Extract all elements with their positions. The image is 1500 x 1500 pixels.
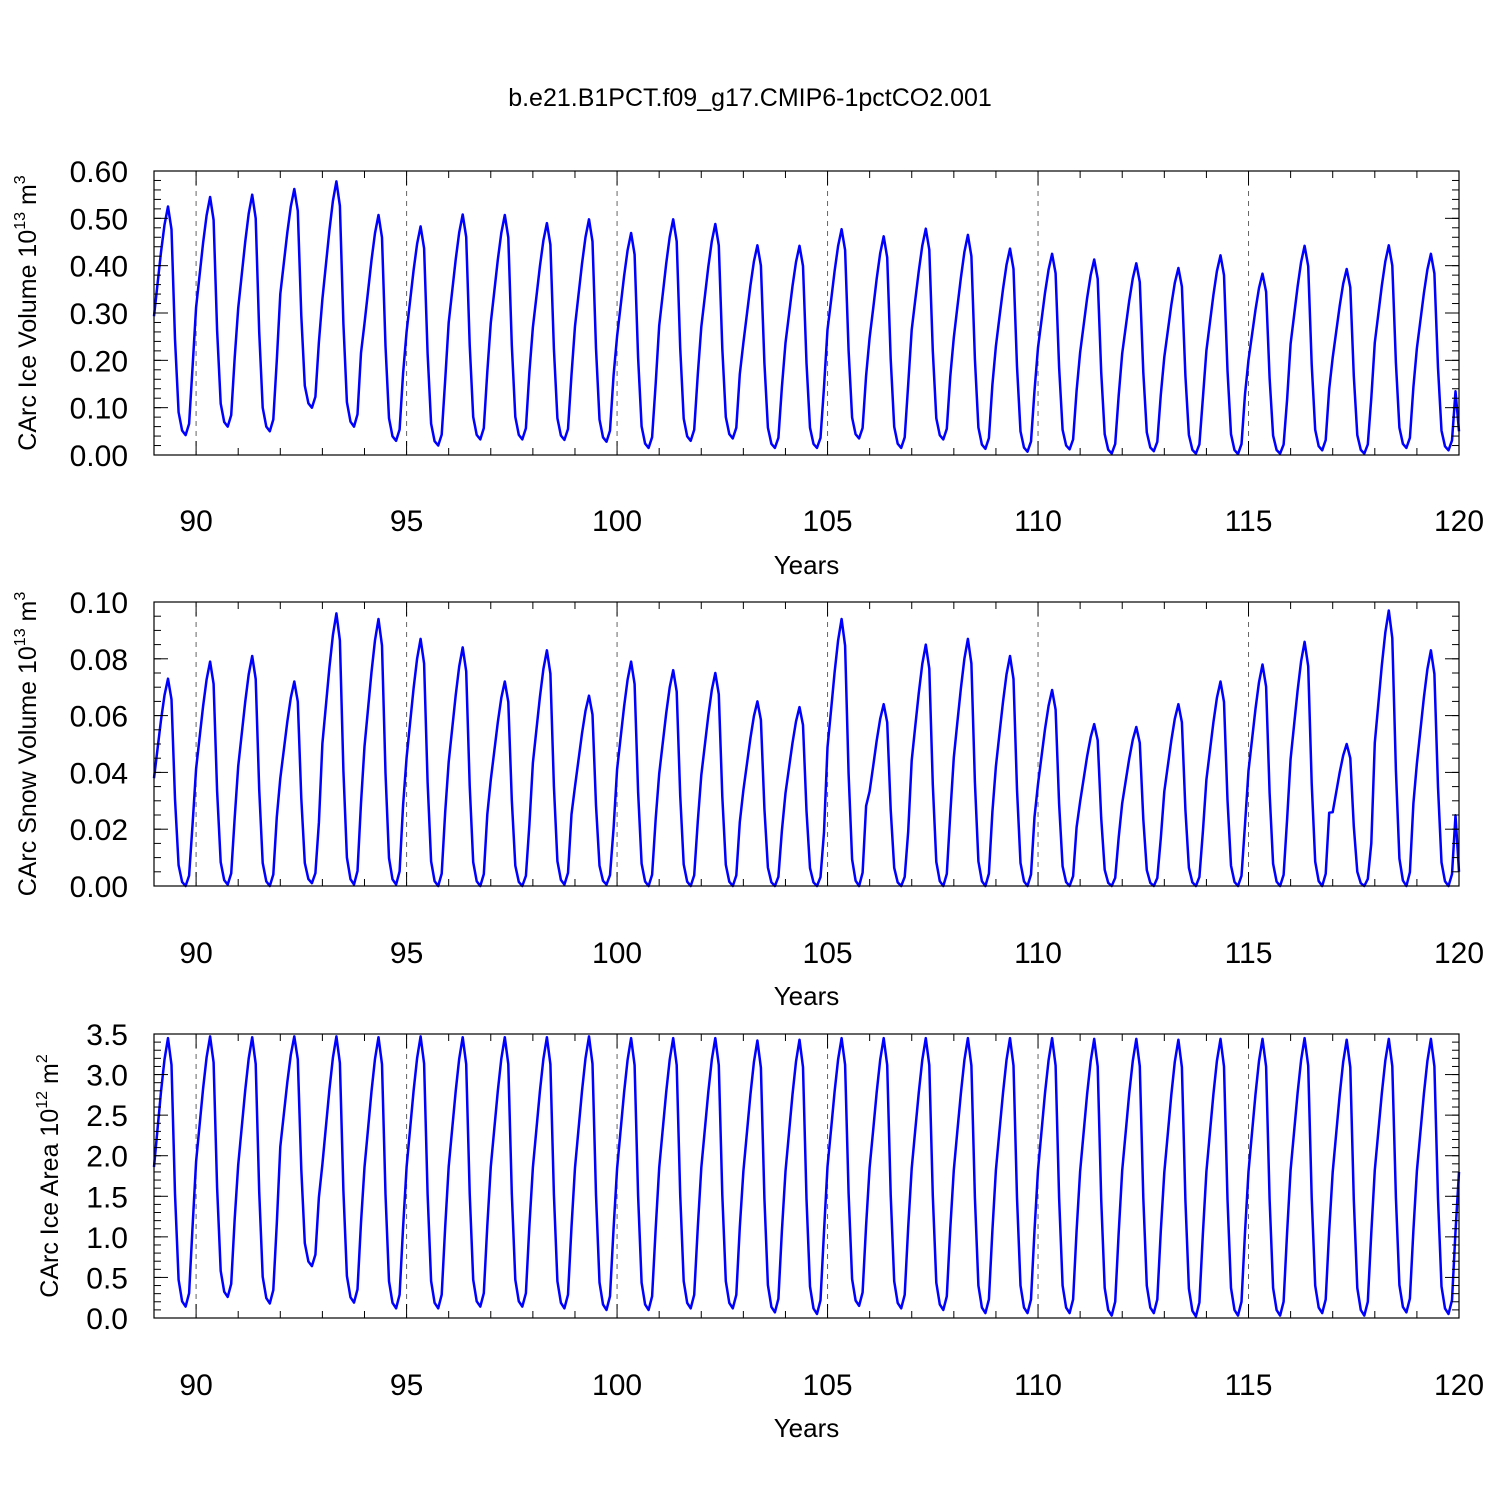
y-tick-label: 3.0 xyxy=(86,1060,128,1093)
y-tick-label: 0.60 xyxy=(70,156,128,189)
plot-frame xyxy=(153,1033,1460,1319)
x-tick-label: 100 xyxy=(592,1369,642,1402)
x-tick-label: 90 xyxy=(179,1369,212,1402)
y-tick-label: 0.5 xyxy=(86,1262,128,1295)
y-tick-label: 1.5 xyxy=(86,1181,128,1214)
ice-volume-panel: 0.00 0.10 0.20 0.30 0.40 0.50 0.60 90 95 100 105 11… xyxy=(12,156,1484,580)
y-axis-title-main: CArc Ice Area 10 xyxy=(36,1109,64,1298)
x-tick-label: 90 xyxy=(179,937,212,970)
y-axis-title-unit-exponent: 2 xyxy=(34,1054,51,1063)
y-axis-title: CArc Ice Volume 1013 m3 xyxy=(12,175,42,451)
y-tick-label: 0.06 xyxy=(70,701,128,734)
y-tick-label: 0.30 xyxy=(70,298,128,331)
x-tick-label: 120 xyxy=(1434,937,1484,970)
x-tick-label: 95 xyxy=(390,1369,423,1402)
x-tick-label: 100 xyxy=(592,937,642,970)
y-axis-title-unit-exponent: 3 xyxy=(12,175,29,184)
y-tick-label: 0.10 xyxy=(70,587,128,620)
snow-volume-panel: 0.00 0.02 0.04 0.06 0.08 0.10 90 95 100 105 110 115… xyxy=(12,587,1484,1011)
x-tick-label: 120 xyxy=(1434,1369,1484,1402)
y-axis-title-exponent: 12 xyxy=(34,1091,51,1109)
x-tick-label: 115 xyxy=(1225,505,1273,538)
x-tick-label: 105 xyxy=(803,505,853,538)
y-axis-title-unit: m xyxy=(14,184,42,212)
y-tick-label: 0.00 xyxy=(70,440,128,473)
y-axis-title: CArc Snow Volume 1013 m3 xyxy=(12,592,42,897)
y-tick-label: 0.40 xyxy=(70,251,128,284)
x-axis-title: Years xyxy=(774,1413,840,1443)
x-axis-title: Years xyxy=(774,981,840,1011)
x-tick-label: 110 xyxy=(1014,937,1062,970)
y-tick-label: 0.10 xyxy=(70,393,128,426)
series-line xyxy=(152,180,1461,456)
x-tick-label: 110 xyxy=(1014,1369,1062,1402)
x-tick-label: 105 xyxy=(803,937,853,970)
x-tick-label: 120 xyxy=(1434,505,1484,538)
y-axis-title-exponent: 13 xyxy=(12,212,29,230)
y-tick-label: 0.04 xyxy=(70,757,128,790)
x-tick-label: 115 xyxy=(1225,1369,1273,1402)
x-tick-label: 95 xyxy=(390,937,423,970)
y-axis-title-main: CArc Ice Volume 10 xyxy=(14,230,42,451)
y-tick-label: 0.02 xyxy=(70,814,128,847)
x-tick-label: 90 xyxy=(179,505,212,538)
y-tick-label: 2.5 xyxy=(86,1100,128,1133)
y-axis-title-main: CArc Snow Volume 10 xyxy=(14,646,42,896)
y-tick-label: 0.00 xyxy=(70,871,128,904)
figure-title: b.e21.B1PCT.f09_g17.CMIP6-1pctCO2.001 xyxy=(508,84,992,112)
x-tick-label: 110 xyxy=(1014,505,1062,538)
y-tick-label: 3.5 xyxy=(86,1019,128,1052)
series-line xyxy=(152,1035,1461,1318)
y-tick-label: 1.0 xyxy=(86,1222,128,1255)
y-tick-label: 2.0 xyxy=(86,1141,128,1174)
plot-frame xyxy=(153,601,1460,887)
x-tick-label: 95 xyxy=(390,505,423,538)
y-tick-label: 0.08 xyxy=(70,644,128,677)
ice-area-panel: 0.0 0.5 1.0 1.5 2.0 2.5 3.0 3.5 90 95 100 105 110 115… xyxy=(34,1019,1484,1443)
x-tick-label: 105 xyxy=(803,1369,853,1402)
y-axis-title-unit-exponent: 3 xyxy=(12,592,29,601)
x-tick-label: 100 xyxy=(592,505,642,538)
y-axis-title-unit: m xyxy=(14,601,42,629)
x-axis-title: Years xyxy=(774,550,840,580)
y-tick-label: 0.50 xyxy=(70,203,128,236)
y-axis-title: CArc Ice Area 1012 m2 xyxy=(34,1054,64,1298)
x-tick-label: 115 xyxy=(1225,937,1273,970)
series-line xyxy=(152,609,1461,888)
y-axis-title-unit: m xyxy=(36,1063,64,1091)
y-tick-label: 0.0 xyxy=(86,1303,128,1336)
y-tick-label: 0.20 xyxy=(70,345,128,378)
y-axis-title-exponent: 13 xyxy=(12,628,29,646)
